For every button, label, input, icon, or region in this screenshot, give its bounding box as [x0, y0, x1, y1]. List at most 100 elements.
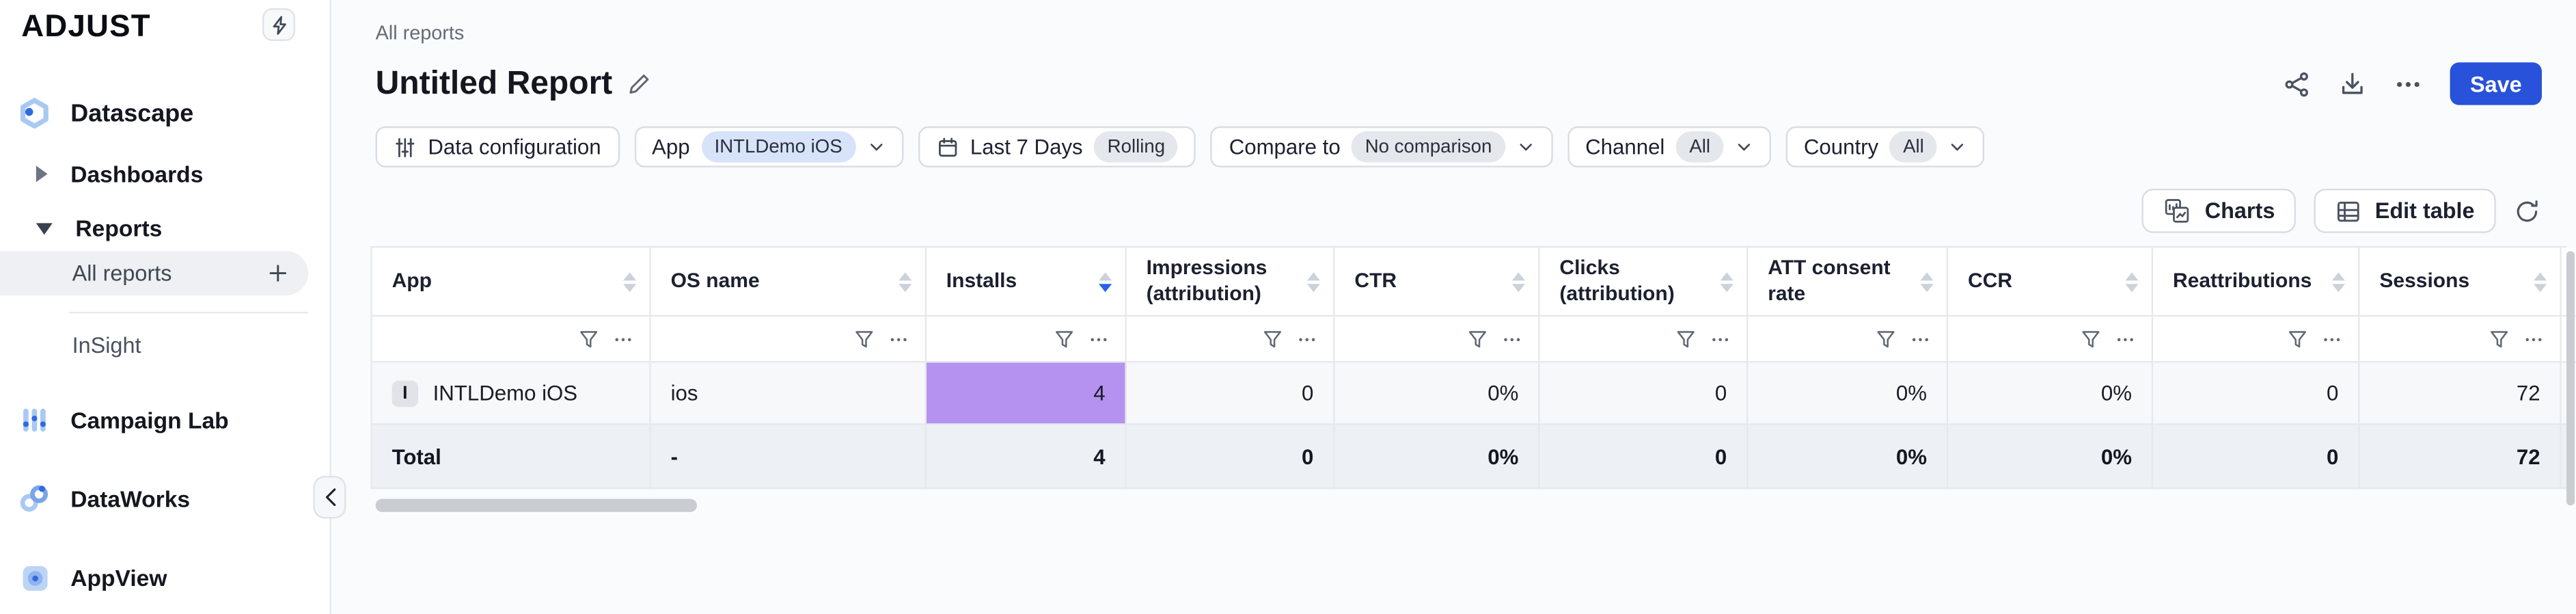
table-total-row: Total - 4 0 0% 0 0% 0% 0 72	[372, 425, 2568, 490]
sidebar-item-label: Dashboards	[70, 161, 204, 187]
charts-button[interactable]: Charts	[2142, 189, 2297, 233]
edit-table-button[interactable]: Edit table	[2314, 189, 2496, 233]
column-menu-icon[interactable]	[2524, 329, 2544, 349]
quick-actions-button[interactable]	[262, 8, 296, 42]
funnel-icon[interactable]	[2288, 329, 2307, 349]
sidebar-item-reports[interactable]: Reports	[36, 215, 163, 241]
vertical-scrollbar[interactable]	[2566, 251, 2575, 506]
column-menu-icon[interactable]	[889, 329, 909, 349]
column-header-ccr[interactable]: CCR	[1948, 248, 2154, 317]
sidebar-collapse-button[interactable]	[313, 476, 346, 519]
channel-filter-button[interactable]: Channel All	[1567, 126, 1771, 168]
country-filter-button[interactable]: Country All	[1785, 126, 1985, 168]
sidebar-item-insight[interactable]: InSight	[72, 333, 141, 358]
column-menu-icon[interactable]	[1710, 329, 1730, 349]
sort-icon[interactable]	[1306, 271, 1321, 292]
breadcrumb[interactable]: All reports	[375, 21, 465, 44]
sort-icon[interactable]	[1720, 271, 1734, 292]
sidebar-item-appview[interactable]: AppView	[18, 561, 167, 594]
column-header-clicks[interactable]: Clicks (attribution)	[1539, 248, 1749, 317]
country-value: All	[1889, 131, 1937, 163]
sort-icon[interactable]	[623, 271, 637, 292]
column-menu-icon[interactable]	[1910, 329, 1930, 349]
filter-label: Data configuration	[428, 134, 601, 159]
sort-icon[interactable]	[1511, 271, 1525, 292]
share-button[interactable]	[2283, 70, 2311, 98]
sort-icon[interactable]	[1920, 271, 1934, 292]
column-header-reattributions[interactable]: Reattributions	[2153, 248, 2360, 317]
main-content: All reports Untitled Report	[331, 0, 2576, 614]
sidebar-item-campaign-lab[interactable]: Campaign Lab	[18, 403, 229, 436]
download-button[interactable]	[2338, 70, 2366, 98]
sidebar-item-datascape[interactable]: Datascape	[18, 97, 193, 130]
date-range-button[interactable]: Last 7 Days Rolling	[918, 126, 1196, 168]
sessions-cell: 72	[2359, 362, 2562, 425]
funnel-icon[interactable]	[2081, 329, 2101, 349]
datascape-icon	[18, 97, 51, 130]
horizontal-scrollbar[interactable]	[375, 498, 698, 512]
sort-icon[interactable]	[2534, 271, 2547, 292]
more-options-button[interactable]	[2394, 70, 2422, 98]
funnel-icon[interactable]	[854, 329, 874, 349]
data-configuration-button[interactable]: Data configuration	[375, 126, 620, 168]
column-header-impressions[interactable]: Impressions (attribution)	[1126, 248, 1335, 317]
filter-cell-ccr	[1948, 317, 2154, 363]
table-filter-row	[372, 317, 2576, 363]
column-header-ctr[interactable]: CTR	[1334, 248, 1540, 317]
app-cell: I INTLDemo iOS	[372, 362, 651, 425]
chevron-down-icon	[867, 138, 885, 156]
app-filter-button[interactable]: App INTLDemo iOS	[633, 126, 903, 168]
column-menu-icon[interactable]	[1089, 329, 1109, 349]
filter-label: Country	[1803, 134, 1879, 159]
column-menu-icon[interactable]	[1502, 329, 1522, 349]
funnel-icon[interactable]	[1876, 329, 1896, 349]
filter-cell-ctr	[1334, 317, 1540, 363]
column-header-installs[interactable]: Installs	[927, 248, 1127, 317]
funnel-icon[interactable]	[1676, 329, 1696, 349]
att-consent-rate-cell: 0%	[1748, 362, 1949, 425]
table-toolbar: Charts Edit table	[2142, 189, 2540, 233]
title-row: Untitled Report	[375, 61, 2543, 107]
sort-icon[interactable]	[899, 271, 912, 292]
column-header-os-name[interactable]: OS name	[650, 248, 927, 317]
compare-to-button[interactable]: Compare to No comparison	[1211, 126, 1553, 168]
funnel-icon[interactable]	[1263, 329, 1283, 349]
edit-title-button[interactable]	[627, 71, 652, 96]
filter-cell-installs	[927, 317, 1127, 363]
date-mode-badge: Rolling	[1094, 131, 1179, 163]
funnel-icon[interactable]	[1054, 329, 1074, 349]
column-header-sessions[interactable]: Sessions	[2359, 248, 2562, 317]
filter-label: App	[652, 134, 690, 159]
total-ccr-cell: 0%	[1948, 425, 2154, 490]
sort-icon[interactable]	[2125, 271, 2139, 292]
charts-icon	[2164, 197, 2192, 225]
column-header-app[interactable]: App	[372, 248, 651, 317]
dataworks-icon	[18, 483, 51, 516]
refresh-button[interactable]	[2514, 198, 2540, 224]
compare-value: No comparison	[1352, 131, 1505, 163]
column-menu-icon[interactable]	[1297, 329, 1317, 349]
channel-value: All	[1676, 131, 1724, 163]
column-header-att-consent-rate[interactable]: ATT consent rate	[1748, 248, 1949, 317]
chevron-down-icon	[1735, 138, 1753, 156]
sidebar-item-all-reports[interactable]: All reports	[0, 251, 309, 296]
funnel-icon[interactable]	[579, 329, 599, 349]
column-menu-icon[interactable]	[2115, 329, 2135, 349]
column-menu-icon[interactable]	[614, 329, 633, 349]
sort-icon[interactable]	[2331, 271, 2346, 292]
plus-icon[interactable]	[267, 263, 288, 284]
funnel-icon[interactable]	[1468, 329, 1488, 349]
save-button[interactable]: Save	[2450, 62, 2543, 105]
sort-icon-active-desc[interactable]	[1099, 271, 1112, 292]
sidebar-item-dataworks[interactable]: DataWorks	[18, 483, 190, 516]
column-menu-icon[interactable]	[2322, 329, 2342, 349]
funnel-icon[interactable]	[2489, 329, 2509, 349]
table-row[interactable]: I INTLDemo iOS ios 4 0 0% 0 0% 0% 0 72	[372, 362, 2568, 425]
appview-icon	[18, 561, 51, 594]
table-header-row: App OS name Installs Impressions (attrib…	[372, 248, 2576, 317]
header-actions: Save	[2283, 62, 2543, 105]
sidebar-item-label: Reports	[75, 215, 163, 241]
reattributions-cell: 0	[2153, 362, 2360, 425]
page-title: Untitled Report	[375, 64, 613, 101]
sidebar-item-dashboards[interactable]: Dashboards	[36, 161, 204, 187]
